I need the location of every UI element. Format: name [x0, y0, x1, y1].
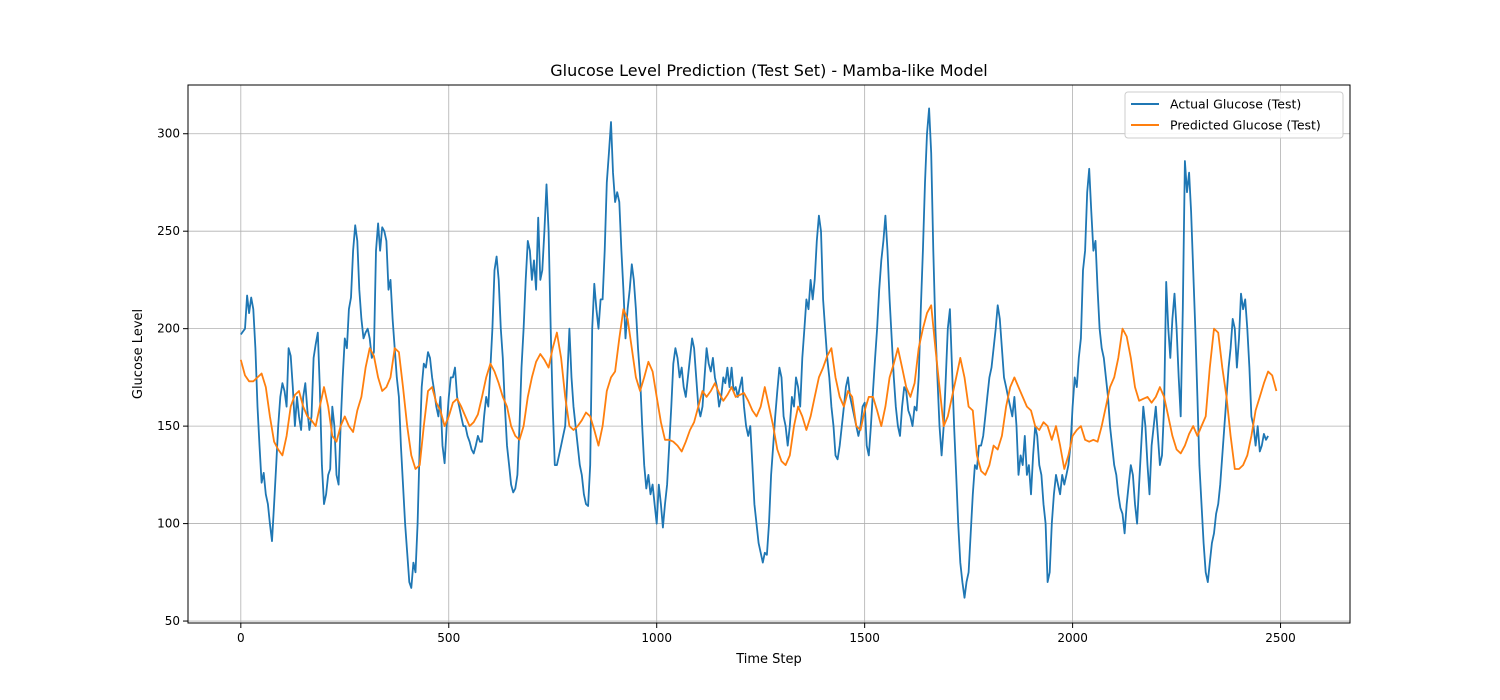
y-axis-ticks: 50 100 150 200 250 300 — [157, 127, 188, 628]
series-line-predicted-glucose — [239, 304, 1278, 476]
x-tick-label: 1500 — [849, 631, 880, 645]
y-axis-label: Glucose Level — [131, 309, 146, 399]
x-axis-ticks: 0 500 1000 1500 2000 2500 — [237, 623, 1296, 645]
y-tick-label: 50 — [165, 614, 180, 628]
x-tick-label: 500 — [437, 631, 460, 645]
series-lines — [239, 107, 1278, 599]
y-tick-label: 300 — [157, 127, 180, 141]
legend-box — [1124, 91, 1344, 139]
x-tick-label: 1000 — [641, 631, 672, 645]
legend-entry-label: Predicted Glucose (Test) — [1170, 118, 1321, 133]
y-tick-label: 200 — [157, 322, 180, 336]
y-tick-label: 150 — [157, 419, 180, 433]
x-tick-label: 0 — [237, 631, 245, 645]
legend: Actual Glucose (Test) Predicted Glucose (… — [1124, 91, 1344, 139]
grid-lines — [188, 85, 1350, 623]
series-line-actual-glucose — [240, 107, 1269, 599]
x-tick-label: 2500 — [1265, 631, 1296, 645]
y-tick-label: 250 — [157, 224, 180, 238]
plot-frame — [187, 84, 1351, 624]
legend-entry-label: Actual Glucose (Test) — [1170, 97, 1301, 112]
x-axis-label: Time Step — [735, 652, 802, 667]
x-tick-label: 2000 — [1057, 631, 1088, 645]
chart-title: Glucose Level Prediction (Test Set) - Ma… — [550, 61, 988, 80]
y-tick-label: 100 — [157, 517, 180, 531]
